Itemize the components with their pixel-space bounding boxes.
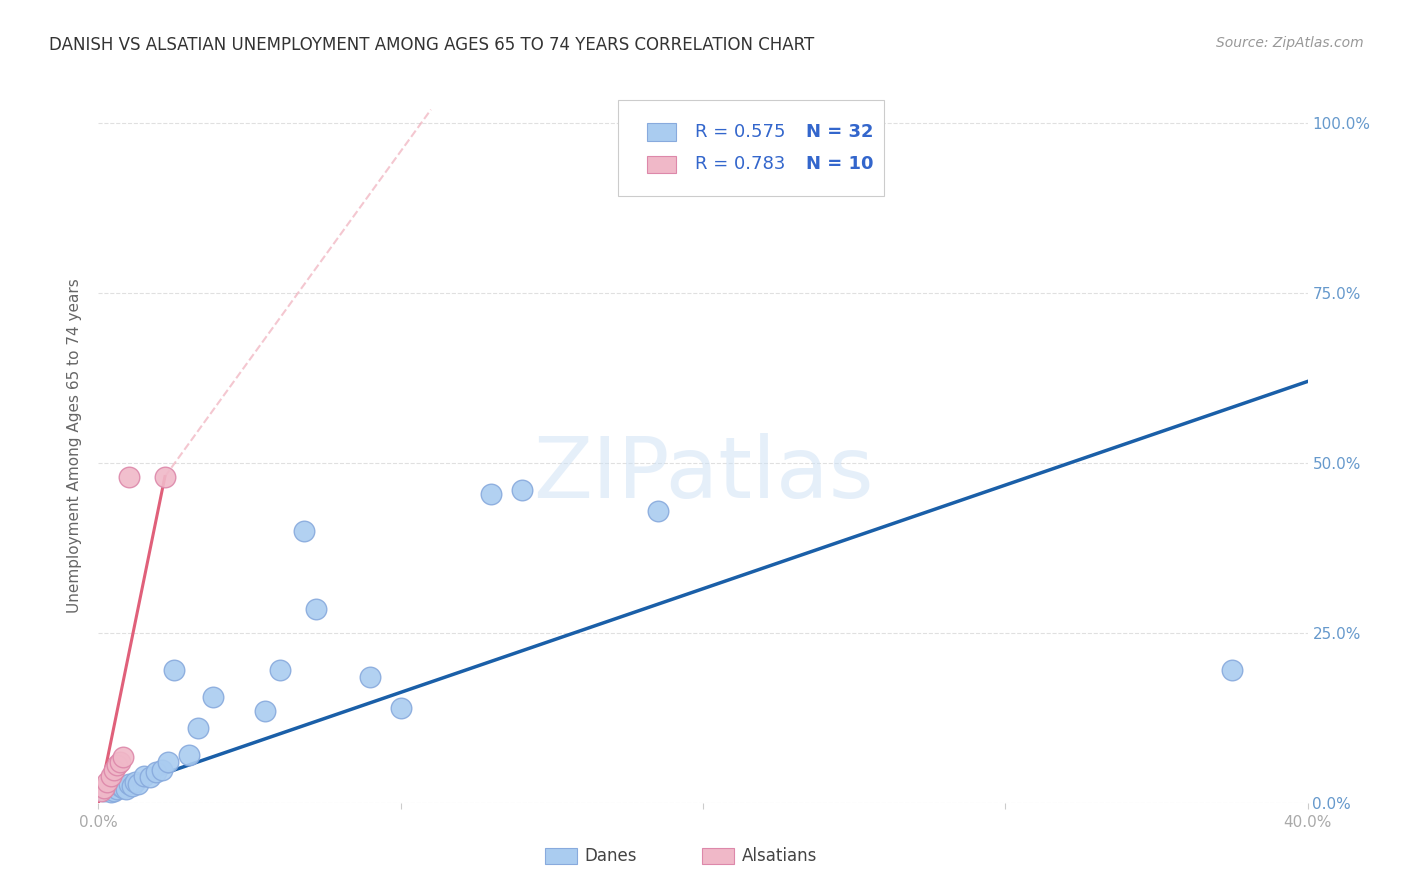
Point bbox=[93, 783, 115, 797]
Point bbox=[90, 782, 112, 797]
Point bbox=[100, 769, 122, 783]
Point bbox=[187, 721, 209, 735]
Point bbox=[114, 782, 136, 797]
Point bbox=[132, 769, 155, 783]
Text: N = 10: N = 10 bbox=[806, 155, 873, 173]
Point bbox=[100, 785, 122, 799]
Y-axis label: Unemployment Among Ages 65 to 74 years: Unemployment Among Ages 65 to 74 years bbox=[67, 278, 83, 614]
Point bbox=[90, 783, 112, 797]
Point bbox=[179, 748, 201, 763]
Point bbox=[202, 690, 225, 705]
Text: Alsatians: Alsatians bbox=[742, 847, 817, 865]
Point bbox=[389, 700, 412, 714]
Point bbox=[647, 503, 669, 517]
FancyBboxPatch shape bbox=[647, 155, 676, 173]
Point bbox=[360, 670, 382, 684]
Point bbox=[108, 779, 131, 793]
Point bbox=[139, 770, 162, 784]
Point bbox=[111, 780, 134, 795]
FancyBboxPatch shape bbox=[544, 848, 578, 864]
Point bbox=[253, 704, 276, 718]
Point bbox=[510, 483, 533, 498]
Point bbox=[96, 775, 118, 789]
Point bbox=[163, 663, 186, 677]
Point bbox=[124, 775, 146, 789]
Text: DANISH VS ALSATIAN UNEMPLOYMENT AMONG AGES 65 TO 74 YEARS CORRELATION CHART: DANISH VS ALSATIAN UNEMPLOYMENT AMONG AG… bbox=[49, 36, 814, 54]
Text: R = 0.783: R = 0.783 bbox=[695, 155, 785, 173]
Text: Source: ZipAtlas.com: Source: ZipAtlas.com bbox=[1216, 36, 1364, 50]
Point bbox=[153, 469, 176, 483]
Point bbox=[145, 765, 167, 780]
Point bbox=[481, 486, 503, 500]
Point bbox=[93, 780, 115, 795]
Text: R = 0.575: R = 0.575 bbox=[695, 123, 785, 141]
Point bbox=[156, 755, 179, 769]
FancyBboxPatch shape bbox=[647, 123, 676, 141]
Point bbox=[1220, 663, 1243, 677]
Point bbox=[121, 779, 143, 793]
Text: ZIPatlas: ZIPatlas bbox=[533, 433, 873, 516]
Point bbox=[111, 749, 134, 764]
Text: N = 32: N = 32 bbox=[806, 123, 873, 141]
Text: Danes: Danes bbox=[585, 847, 637, 865]
FancyBboxPatch shape bbox=[619, 100, 884, 196]
Point bbox=[305, 602, 328, 616]
Point bbox=[103, 783, 125, 797]
Point bbox=[292, 524, 315, 538]
Point bbox=[105, 782, 128, 797]
Point bbox=[105, 758, 128, 772]
Point bbox=[108, 755, 131, 769]
Point bbox=[103, 763, 125, 777]
FancyBboxPatch shape bbox=[702, 848, 734, 864]
Point bbox=[269, 663, 291, 677]
Point bbox=[150, 763, 173, 777]
Point bbox=[118, 469, 141, 483]
Point bbox=[118, 777, 141, 791]
Point bbox=[96, 780, 118, 795]
Point bbox=[127, 777, 149, 791]
